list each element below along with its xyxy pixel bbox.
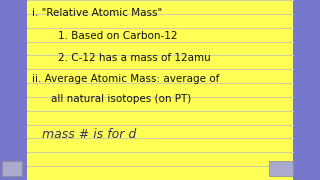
Text: i. "Relative Atomic Mass": i. "Relative Atomic Mass" <box>32 8 162 18</box>
Text: ii. Average Atomic Mass: average of: ii. Average Atomic Mass: average of <box>32 74 220 84</box>
FancyBboxPatch shape <box>27 0 293 180</box>
FancyBboxPatch shape <box>2 161 22 176</box>
Text: 2. C-12 has a mass of 12amu: 2. C-12 has a mass of 12amu <box>58 53 210 63</box>
Text: all natural isotopes (on PT): all natural isotopes (on PT) <box>51 94 191 104</box>
FancyBboxPatch shape <box>269 161 293 176</box>
Text: mass # is for d: mass # is for d <box>42 129 136 141</box>
Text: 1. Based on Carbon-12: 1. Based on Carbon-12 <box>58 31 177 41</box>
